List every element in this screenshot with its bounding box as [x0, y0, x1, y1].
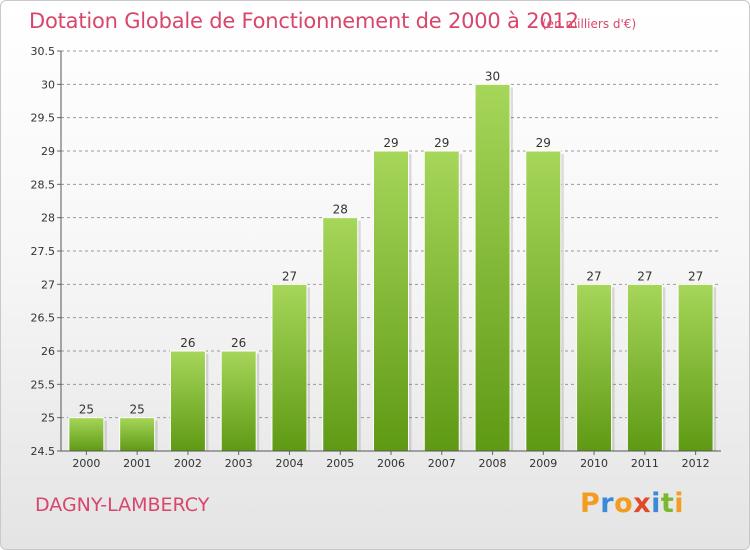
x-tick-label: 2003 — [225, 457, 253, 470]
y-tick-label: 27 — [41, 278, 55, 291]
y-tick-label: 27.5 — [31, 245, 56, 258]
bar-2007 — [423, 150, 460, 452]
bar-2011 — [626, 283, 663, 452]
y-axis-tick-labels: 24.5 25 25.5 26 26.5 27 27.5 28 28.5 29 29.5 30 30.5 — [31, 45, 61, 458]
logo-letter: t — [660, 488, 675, 519]
x-tick-label: 2001 — [123, 457, 151, 470]
y-tick-label: 28 — [41, 212, 55, 225]
x-tick-label: 2010 — [580, 457, 608, 470]
data-label-2009: 29 — [536, 136, 551, 150]
y-tick-label: 29 — [41, 145, 55, 158]
logo-letter: x — [633, 488, 652, 519]
x-tick-label: 2000 — [72, 457, 100, 470]
y-tick-label: 26.5 — [31, 312, 56, 325]
data-label-2012: 27 — [688, 269, 703, 283]
data-label-2001: 25 — [130, 403, 145, 417]
x-tick-label: 2009 — [529, 457, 557, 470]
x-tick-label: 2012 — [682, 457, 710, 470]
logo-letter: P — [580, 488, 601, 519]
bar-2000 — [68, 417, 105, 452]
x-tick-label: 2005 — [326, 457, 354, 470]
bar-2008 — [474, 83, 511, 452]
data-label-2002: 26 — [180, 336, 195, 350]
x-axis-tick-labels: 2000 2001 2002 2003 2004 2005 2006 2007 2008 2009… — [72, 451, 710, 470]
data-label-2005: 28 — [333, 203, 348, 217]
bar-2006 — [373, 150, 409, 452]
y-tick-label: 25 — [41, 412, 55, 425]
commune-name: DAGNY-LAMBERCY — [35, 494, 210, 516]
x-tick-label: 2008 — [479, 457, 507, 470]
data-label-2006: 29 — [383, 136, 398, 150]
data-label-2011: 27 — [637, 269, 652, 283]
data-label-2000: 25 — [79, 403, 94, 417]
y-tick-label: 28.5 — [31, 178, 56, 191]
bar-2010 — [576, 283, 613, 452]
y-tick-label: 26 — [41, 345, 55, 358]
y-tick-label: 30.5 — [31, 45, 56, 58]
data-label-2007: 29 — [434, 136, 449, 150]
x-tick-label: 2004 — [275, 457, 303, 470]
x-tick-label: 2006 — [377, 457, 405, 470]
bar-2009 — [525, 150, 562, 452]
y-tick-label: 30 — [41, 78, 55, 91]
data-label-2010: 27 — [586, 269, 601, 283]
bar-2012 — [677, 283, 714, 452]
x-tick-label: 2002 — [174, 457, 202, 470]
chart-unit-note: (en milliers d'€) — [542, 17, 637, 31]
y-tick-label: 29.5 — [31, 112, 56, 125]
proxiti-logo: Proxiti — [580, 488, 684, 519]
y-tick-label: 25.5 — [31, 378, 56, 391]
x-tick-label: 2011 — [631, 457, 659, 470]
bar-2003 — [220, 350, 257, 452]
data-label-2008: 30 — [485, 69, 500, 83]
logo-letter: i — [674, 488, 685, 519]
y-tick-label: 24.5 — [31, 445, 56, 458]
logo-letter: o — [614, 488, 634, 519]
logo-letter: i — [651, 488, 661, 519]
logo-letter: r — [600, 488, 615, 519]
bar-2001 — [119, 417, 156, 452]
bar-2004 — [271, 283, 308, 452]
x-tick-label: 2007 — [428, 457, 456, 470]
bar-2002 — [169, 350, 206, 452]
data-label-2003: 26 — [231, 336, 246, 350]
data-label-2004: 27 — [282, 269, 297, 283]
chart-title: Dotation Globale de Fonctionnement de 20… — [29, 9, 579, 33]
bar-2005 — [322, 217, 359, 452]
bars: 25 25 26 26 27 28 29 29 30 29 27 27 27 — [68, 69, 717, 452]
